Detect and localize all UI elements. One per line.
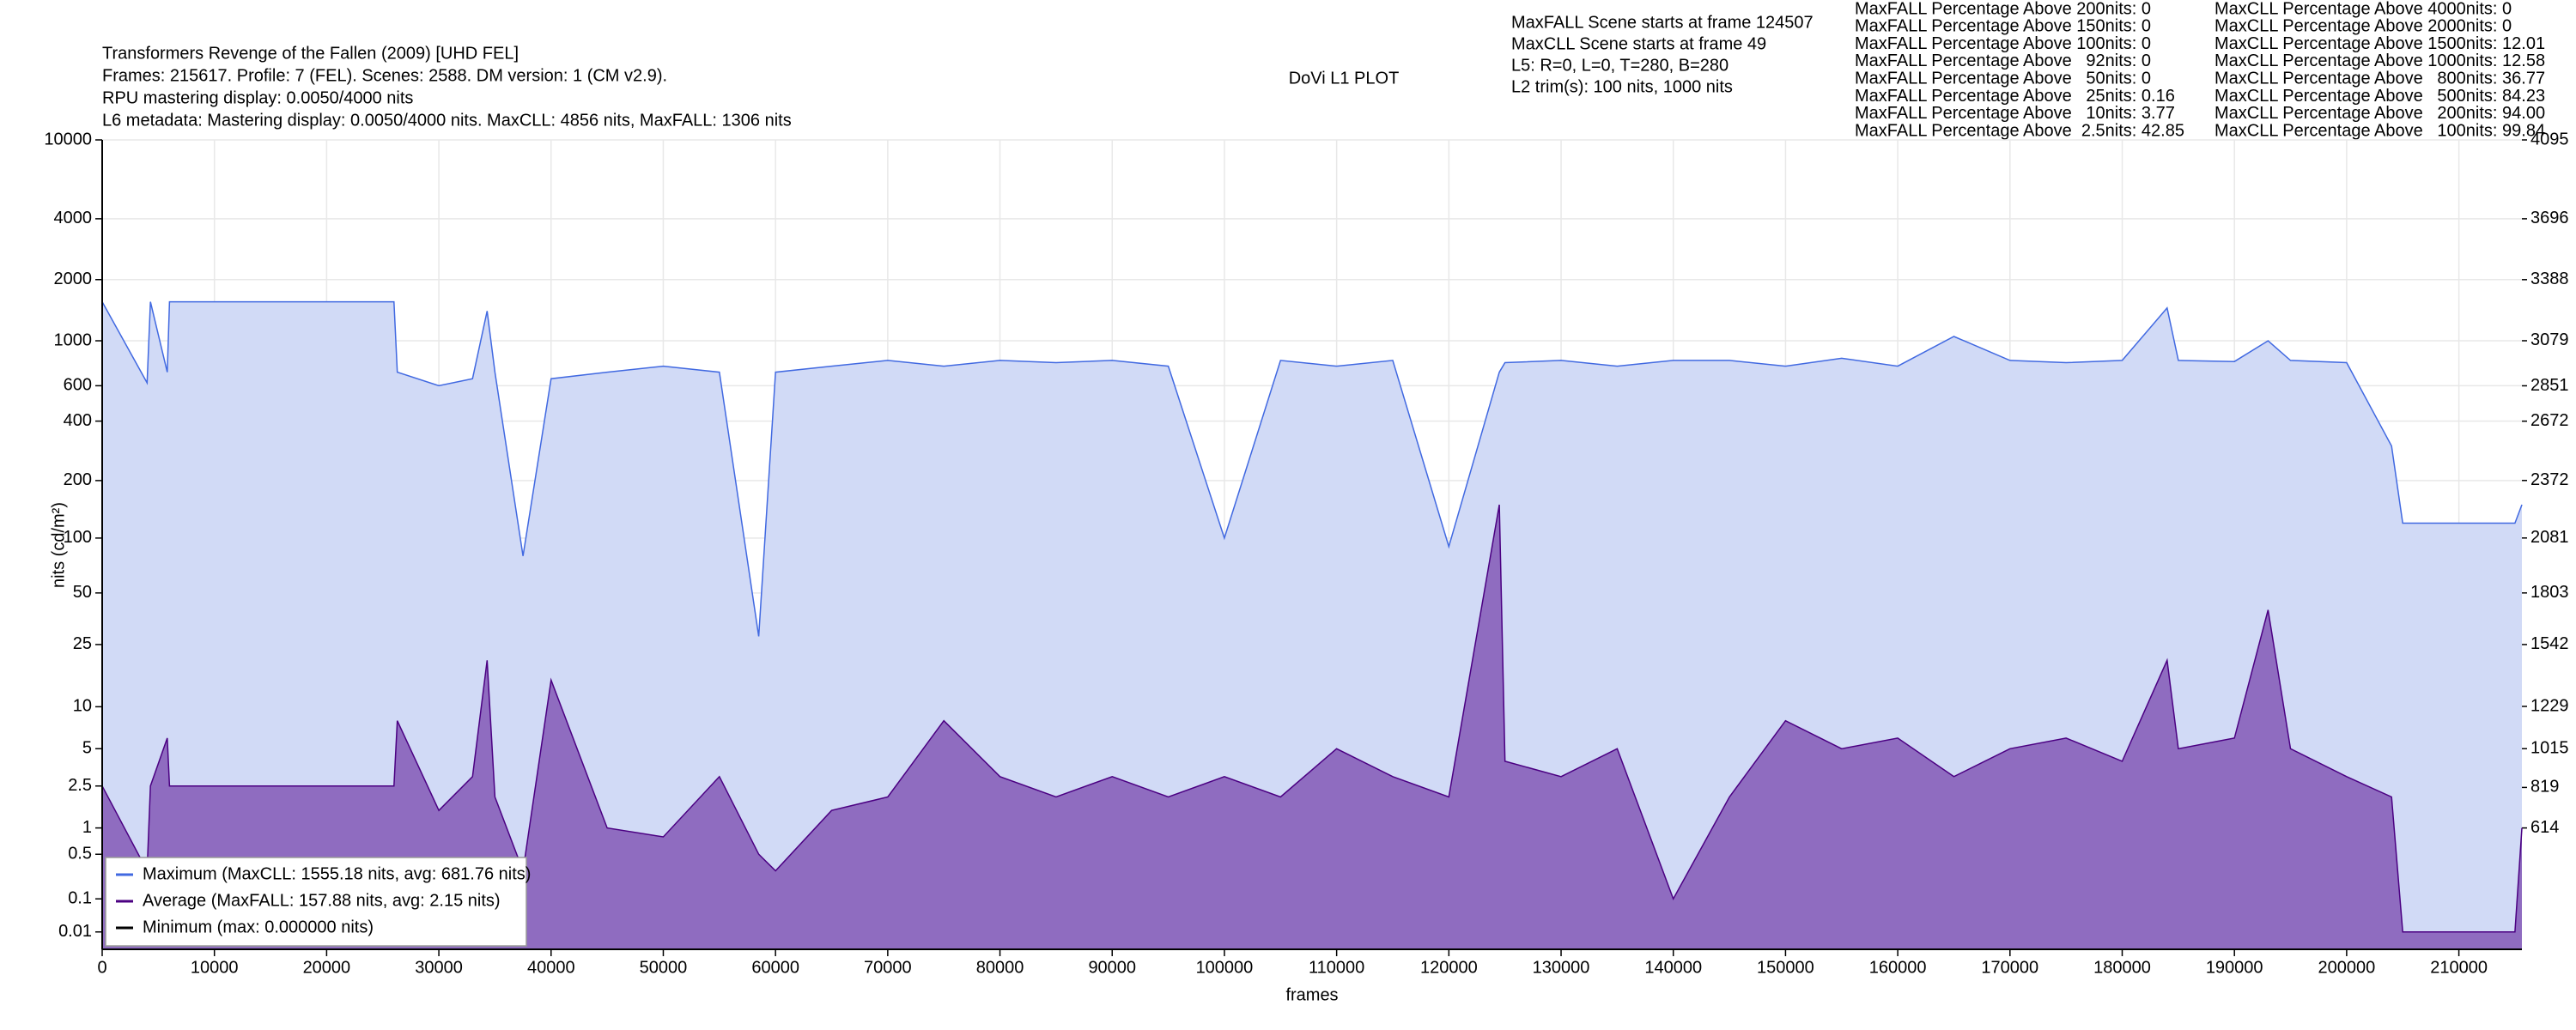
x-tick-label: 210000 [2430, 958, 2488, 977]
y2-tick-label: 1542 [2530, 634, 2569, 653]
x-tick-label: 90000 [1088, 958, 1136, 977]
y-tick-label: 10000 [44, 130, 92, 148]
stat-line: MaxCLL Percentage Above 1500nits: 12.01 [2215, 34, 2545, 53]
x-tick-label: 0 [97, 958, 106, 977]
y2-tick-label: 4095 [2530, 130, 2569, 148]
y-tick-label: 1000 [54, 330, 93, 349]
stat-line: MaxFALL Percentage Above 100nits: 0 [1855, 34, 2151, 53]
x-tick-label: 160000 [1869, 958, 1927, 977]
x-tick-label: 100000 [1196, 958, 1254, 977]
y-tick-label: 4000 [54, 209, 93, 227]
stat-line: MaxFALL Percentage Above 150nits: 0 [1855, 17, 2151, 36]
header-line: Frames: 215617. Profile: 7 (FEL). Scenes… [102, 66, 667, 85]
y-tick-label: 600 [64, 376, 92, 395]
y2-tick-label: 1229 [2530, 696, 2569, 715]
y2-tick-label: 2372 [2530, 470, 2569, 489]
stat-line: MaxFALL Percentage Above 10nits: 3.77 [1855, 104, 2175, 123]
legend-label: Maximum (MaxCLL: 1555.18 nits, avg: 681.… [143, 864, 531, 883]
x-tick-label: 200000 [2318, 958, 2376, 977]
info-line: MaxCLL Scene starts at frame 49 [1511, 34, 1766, 53]
header-line: L6 metadata: Mastering display: 0.0050/4… [102, 111, 792, 130]
stat-line: MaxCLL Percentage Above 2000nits: 0 [2215, 17, 2512, 36]
stat-line: MaxFALL Percentage Above 200nits: 0 [1855, 0, 2151, 18]
x-tick-label: 170000 [1981, 958, 2038, 977]
x-tick-label: 10000 [191, 958, 239, 977]
info-line: L5: R=0, L=0, T=280, B=280 [1511, 56, 1728, 75]
x-tick-label: 190000 [2206, 958, 2263, 977]
y-tick-label: 10 [73, 697, 92, 716]
stat-line: MaxFALL Percentage Above 92nits: 0 [1855, 52, 2151, 70]
x-tick-label: 60000 [751, 958, 799, 977]
info-line: L2 trim(s): 100 nits, 1000 nits [1511, 77, 1733, 96]
y2-tick-label: 819 [2530, 778, 2559, 797]
stat-line: MaxCLL Percentage Above 1000nits: 12.58 [2215, 52, 2545, 70]
y2-tick-label: 2851 [2530, 376, 2569, 395]
y2-tick-label: 3388 [2530, 270, 2569, 288]
x-tick-label: 20000 [303, 958, 351, 977]
y-tick-label: 1 [82, 818, 92, 837]
y-tick-label: 200 [64, 470, 92, 489]
y-tick-label: 0.5 [68, 845, 92, 863]
stat-line: MaxFALL Percentage Above 50nits: 0 [1855, 69, 2151, 88]
y-tick-label: 400 [64, 411, 92, 430]
stat-line: MaxFALL Percentage Above 25nits: 0.16 [1855, 87, 2175, 106]
x-tick-label: 70000 [864, 958, 912, 977]
stat-line: MaxCLL Percentage Above 100nits: 99.84 [2215, 121, 2545, 140]
y2-tick-label: 614 [2530, 818, 2559, 837]
x-tick-label: 110000 [1309, 958, 1364, 977]
series-line [101, 300, 2523, 637]
y2-tick-label: 1015 [2530, 739, 2569, 758]
y-tick-label: 50 [73, 583, 92, 602]
series-line [101, 504, 2523, 933]
y-tick-label: 100 [64, 528, 92, 547]
y2-tick-label: 1803 [2530, 583, 2569, 602]
y2-tick-label: 2081 [2530, 528, 2569, 547]
stat-line: MaxFALL Percentage Above 2.5nits: 42.85 [1855, 121, 2184, 140]
y2-tick-label: 3696 [2530, 209, 2569, 227]
y-tick-label: 2000 [54, 270, 93, 288]
y-tick-label: 0.01 [58, 922, 92, 941]
x-tick-label: 50000 [640, 958, 688, 977]
legend-label: Average (MaxFALL: 157.88 nits, avg: 2.15… [143, 891, 501, 910]
x-tick-label: 180000 [2093, 958, 2151, 977]
stat-line: MaxCLL Percentage Above 500nits: 84.23 [2215, 87, 2545, 106]
x-tick-label: 130000 [1533, 958, 1590, 977]
stat-line: MaxCLL Percentage Above 4000nits: 0 [2215, 0, 2512, 18]
y-axis-label: nits (cd/m²) [49, 502, 68, 588]
info-line: MaxFALL Scene starts at frame 124507 [1511, 13, 1814, 32]
y-tick-label: 5 [82, 739, 92, 758]
y-tick-label: 25 [73, 634, 92, 653]
series-area [102, 505, 2522, 949]
x-tick-label: 140000 [1644, 958, 1702, 977]
header-line: RPU mastering display: 0.0050/4000 nits [102, 88, 413, 107]
y2-tick-label: 3079 [2530, 330, 2569, 349]
x-tick-label: 30000 [415, 958, 463, 977]
x-tick-label: 80000 [976, 958, 1024, 977]
legend-label: Minimum (max: 0.000000 nits) [143, 918, 374, 936]
x-tick-label: 120000 [1420, 958, 1478, 977]
y-tick-label: 2.5 [68, 776, 92, 795]
legend-box [105, 857, 527, 947]
y2-tick-label: 2672 [2530, 411, 2569, 430]
stat-line: MaxCLL Percentage Above 200nits: 94.00 [2215, 104, 2545, 123]
x-tick-label: 150000 [1757, 958, 1814, 977]
chart-title: DoVi L1 PLOT [1289, 69, 1400, 88]
x-axis-label: frames [1285, 985, 1338, 1004]
y-tick-label: 0.1 [68, 888, 92, 907]
header-line: Transformers Revenge of the Fallen (2009… [102, 44, 519, 63]
stat-line: MaxCLL Percentage Above 800nits: 36.77 [2215, 69, 2545, 88]
x-tick-label: 40000 [527, 958, 575, 977]
